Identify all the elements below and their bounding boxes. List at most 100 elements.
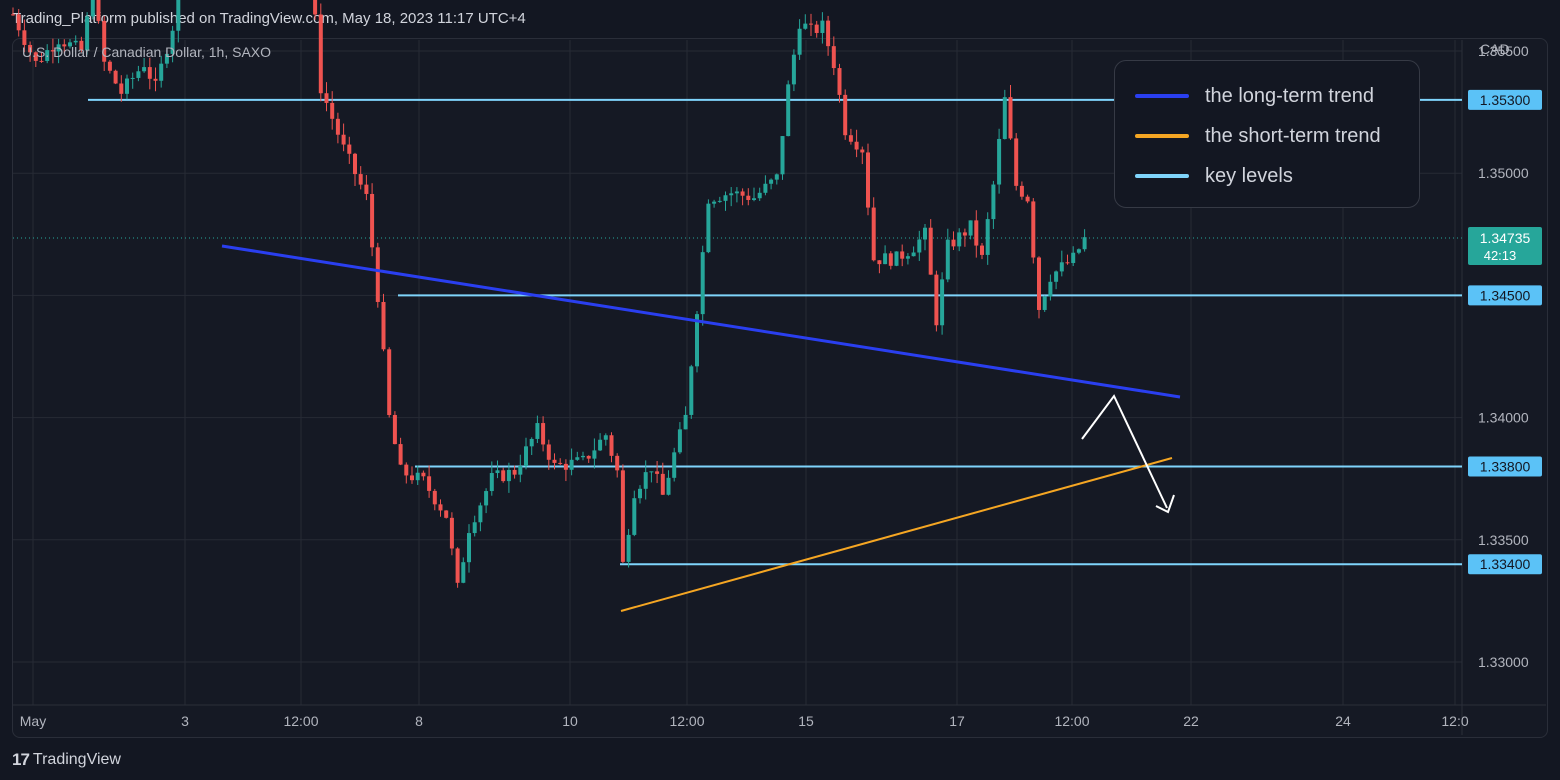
candle-body	[153, 78, 158, 81]
candle-body	[501, 470, 506, 482]
candle-body	[911, 252, 916, 257]
candle-body	[404, 464, 409, 476]
candle-body	[774, 174, 779, 180]
candle-body	[455, 548, 460, 583]
candle-body	[968, 220, 973, 236]
candle-body	[860, 149, 865, 153]
candle-body	[598, 439, 603, 451]
legend-label: key levels	[1205, 164, 1293, 187]
candle-body	[125, 78, 129, 94]
candlestick-series	[11, 0, 1087, 588]
candle-body	[603, 435, 608, 440]
candle-body	[142, 67, 147, 72]
candle-body	[1002, 97, 1007, 139]
candle-body	[734, 191, 739, 194]
key-level-tag-label: 1.34500	[1480, 287, 1531, 303]
legend-item-long-term: the long-term trend	[1135, 84, 1374, 108]
candle-body	[609, 435, 614, 456]
top-bar: Trading_Platform published on TradingVie…	[0, 0, 1560, 40]
candle-body	[512, 469, 517, 475]
candle-body	[22, 30, 27, 45]
candle-body	[56, 44, 61, 52]
candle-body	[113, 70, 118, 84]
candle-body	[923, 227, 927, 240]
candle-body	[706, 203, 711, 253]
price-tags: 1.35300 1.34500 1.33800 1.33400 1.34735 42:13	[1468, 89, 1542, 575]
candle-body	[11, 14, 15, 16]
grid-lines	[13, 40, 1546, 735]
candle-body	[905, 256, 910, 259]
candle-body	[928, 227, 933, 275]
candle-body	[318, 14, 323, 94]
candle-body	[854, 141, 859, 150]
legend-label: the short-term trend	[1205, 124, 1381, 147]
candle-body	[107, 61, 112, 71]
candle-body	[848, 135, 853, 142]
candle-body	[820, 20, 825, 33]
candle-body	[489, 473, 494, 492]
legend-swatch-light-blue	[1135, 174, 1189, 178]
candle-body	[410, 475, 414, 481]
x-tick-label: 17	[949, 713, 965, 729]
candle-body	[392, 415, 397, 445]
candle-body	[997, 138, 1002, 185]
x-tick-label: 12:00	[669, 713, 704, 729]
candle-body	[626, 534, 631, 562]
long-term-trend-line	[221, 244, 1181, 399]
candle-body	[449, 517, 454, 549]
candle-body	[757, 192, 762, 199]
candle-body	[79, 40, 84, 51]
candle-body	[558, 462, 563, 464]
candle-body	[660, 473, 665, 495]
y-tick-label: 1.35000	[1478, 165, 1529, 181]
candle-body	[170, 30, 175, 54]
candle-body	[632, 498, 637, 535]
candle-body	[1037, 257, 1041, 310]
candle-body	[763, 183, 768, 193]
x-tick-label: 22	[1183, 713, 1199, 729]
legend-label: the long-term trend	[1205, 84, 1374, 107]
candle-body	[877, 260, 882, 265]
candle-body	[529, 438, 534, 447]
candle-body	[506, 469, 511, 482]
candle-body	[951, 239, 956, 247]
x-tick-label: May	[20, 713, 46, 729]
candle-body	[797, 28, 802, 55]
candle-body	[50, 50, 55, 52]
candle-body	[1054, 271, 1059, 282]
candle-body	[421, 472, 426, 477]
candle-body	[1076, 249, 1081, 253]
projection-arrowhead-icon	[1155, 494, 1175, 514]
candle-body	[712, 201, 717, 204]
x-axis: May 3 12:00 8 10 12:00 15 17 12:00 22 24 12:0	[20, 713, 1469, 729]
candle-body	[438, 504, 443, 511]
candle-body	[415, 472, 420, 481]
candle-body	[432, 490, 437, 505]
candle-body	[478, 505, 483, 523]
candle-body	[387, 349, 392, 416]
candle-body	[85, 16, 90, 51]
candle-body	[871, 207, 876, 261]
candle-body	[752, 198, 756, 201]
candle-body	[467, 533, 471, 563]
legend-swatch-orange	[1135, 134, 1189, 138]
candle-body	[940, 279, 945, 326]
candle-body	[130, 77, 135, 79]
candle-body	[541, 423, 546, 445]
x-tick-label: 10	[562, 713, 578, 729]
candle-body	[1042, 296, 1047, 310]
candle-body	[814, 24, 819, 33]
candle-body	[552, 459, 557, 463]
candle-body	[370, 193, 375, 248]
candle-body	[524, 446, 528, 466]
key-level-tag-label: 1.33400	[1480, 556, 1531, 572]
footer-brand[interactable]: 17 TradingView	[12, 748, 121, 772]
key-level-tag-label: 1.33800	[1480, 458, 1531, 474]
candle-body	[620, 470, 625, 562]
candle-body	[1082, 237, 1087, 250]
candle-body	[472, 522, 477, 534]
symbol-title[interactable]: U.S. Dollar / Canadian Dollar, 1h, SAXO	[22, 44, 272, 60]
candle-body	[729, 193, 734, 196]
candle-body	[586, 455, 591, 459]
